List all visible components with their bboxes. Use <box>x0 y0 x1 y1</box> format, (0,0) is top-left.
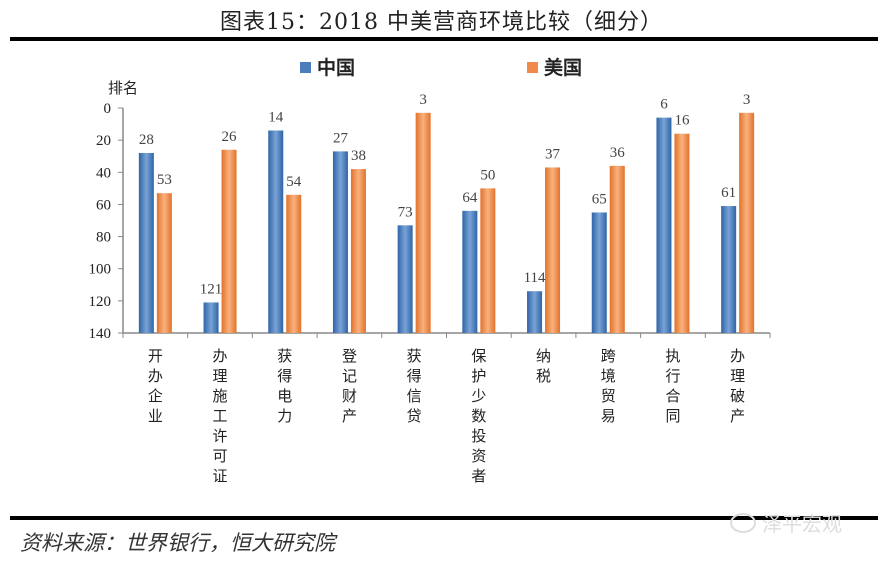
y-tick-label: 120 <box>89 294 112 310</box>
y-axis-label: 排名 <box>108 79 138 97</box>
data-label: 16 <box>674 113 690 129</box>
x-category-label: 登记财产 <box>342 347 357 425</box>
bar-usa <box>156 193 172 333</box>
bar-china <box>656 117 672 334</box>
labels: 28 121 14 27 73 64 114 65 6 61 53 26 54 38 3 50 37 36 16 3 开… <box>139 92 751 485</box>
bar-usa <box>609 165 625 333</box>
data-label: 3 <box>419 92 427 108</box>
bar-china <box>397 225 413 333</box>
data-label: 54 <box>286 174 302 190</box>
watermark: 泽平宏观 <box>730 508 842 537</box>
chart-title: 图表15：2018 中美营商环境比较（细分） <box>220 10 663 35</box>
bar-china <box>138 153 154 333</box>
legend-label-usa: 美国 <box>544 56 582 79</box>
data-label: 114 <box>524 270 546 286</box>
bar-chart: 中国 美国 排名 0 20 40 60 80 100 120 140 28 121 14 27 73 64… <box>89 56 771 485</box>
bar-usa <box>286 194 302 333</box>
y-tick-label: 0 <box>104 101 112 117</box>
y-tick-label: 80 <box>96 230 111 246</box>
data-label: 64 <box>462 190 478 206</box>
wechat-icon <box>730 512 756 533</box>
x-category-label: 开办企业 <box>148 347 163 425</box>
x-category-label: 保护少数投资者 <box>471 347 486 485</box>
data-label: 36 <box>610 145 626 161</box>
data-label: 73 <box>398 204 413 220</box>
x-category-label: 获得电力 <box>277 347 292 425</box>
x-category-label: 纳税 <box>536 347 551 385</box>
bar-china <box>721 206 737 333</box>
bar-usa <box>480 188 496 333</box>
data-label: 61 <box>721 185 736 201</box>
legend-label-china: 中国 <box>317 56 355 79</box>
bar-usa <box>739 112 755 333</box>
legend-swatch-usa <box>527 62 538 73</box>
bar-usa <box>545 167 561 333</box>
bar-usa <box>415 112 431 333</box>
data-label: 3 <box>743 92 751 108</box>
y-tick-label: 140 <box>89 326 112 342</box>
data-label: 121 <box>200 281 223 297</box>
x-category-label: 跨境贸易 <box>601 347 616 425</box>
x-category-label: 办理破产 <box>730 347 745 425</box>
data-label: 50 <box>480 167 495 183</box>
data-label: 37 <box>545 146 561 162</box>
data-label: 28 <box>139 132 154 148</box>
source-note: 资料来源：世界银行，恒大研究院 <box>20 531 335 555</box>
x-category-label: 获得信贷 <box>407 347 422 425</box>
bar-china <box>268 130 284 333</box>
x-category-label: 执行合同 <box>665 347 680 425</box>
bottom-divider <box>10 516 878 520</box>
x-category-label: 办理施工许可证 <box>213 347 228 485</box>
bar-china <box>332 151 348 333</box>
bar-china <box>527 291 543 333</box>
top-divider <box>10 37 878 41</box>
y-tick-label: 40 <box>96 165 111 181</box>
y-tick-label: 100 <box>89 262 112 278</box>
bar-usa <box>674 133 690 333</box>
data-label: 26 <box>222 129 238 145</box>
bar-china <box>462 210 478 333</box>
data-label: 27 <box>333 130 349 146</box>
legend: 中国 美国 <box>300 56 582 79</box>
bar-usa <box>221 149 237 333</box>
y-tick-label: 20 <box>96 133 111 149</box>
data-label: 53 <box>157 172 172 188</box>
data-label: 6 <box>660 97 668 113</box>
data-label: 14 <box>268 110 284 126</box>
data-label: 65 <box>592 191 607 207</box>
data-label: 38 <box>351 148 366 164</box>
watermark-text: 泽平宏观 <box>762 512 842 536</box>
y-tick-label: 60 <box>96 197 111 213</box>
legend-swatch-china <box>300 62 311 73</box>
bar-usa <box>350 169 366 333</box>
bars <box>138 112 755 334</box>
bar-china <box>203 302 219 333</box>
bar-china <box>591 212 607 333</box>
